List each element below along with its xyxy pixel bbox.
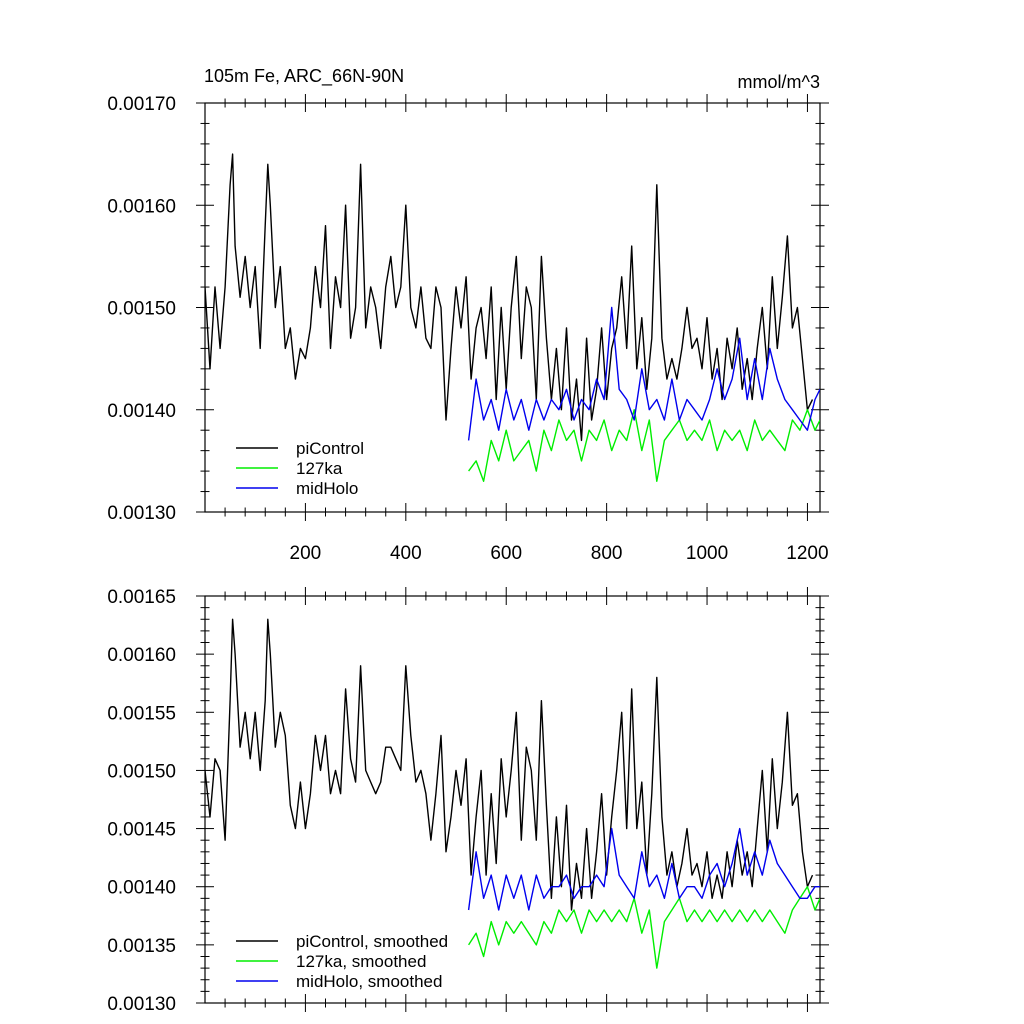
chart-title: 105m Fe, ARC_66N-90N <box>204 66 404 87</box>
x-tick-label: 200 <box>290 543 322 564</box>
x-tick-label: 400 <box>390 543 422 564</box>
units-label: mmol/m^3 <box>738 72 820 92</box>
bottom-panel: 0.00130 0.00135 0.00140 0.00145 0.00150 0.001… <box>107 587 829 1015</box>
y-tick-label: 0.00165 <box>107 587 176 608</box>
series-line-picontrol <box>205 153 814 442</box>
x-tick-label: 800 <box>591 543 623 564</box>
y-tick-label: 0.00140 <box>107 401 176 422</box>
y-tick-label: 0.00170 <box>107 94 176 115</box>
y-tick-label: 0.00145 <box>107 820 176 841</box>
y-tick-label: 0.00160 <box>107 196 176 217</box>
y-tick-label: 0.00140 <box>107 878 176 899</box>
top-panel: 105m Fe, ARC_66N-90N mmol/m^3 200 400 600 8… <box>107 66 829 564</box>
y-tick-label: 0.00130 <box>107 503 176 524</box>
y-tick-label: 0.00135 <box>107 936 176 957</box>
series-line-midholo <box>467 306 820 441</box>
series-line-127ka-smoothed <box>468 886 820 969</box>
y-tick-label: 0.00150 <box>107 299 176 320</box>
series-line-127ka <box>468 409 820 482</box>
y-tick-label: 0.00160 <box>107 645 176 666</box>
y-tick-label: 0.00150 <box>107 761 176 782</box>
x-tick-label: 600 <box>490 543 522 564</box>
plot-frame <box>204 595 821 1004</box>
x-tick-label: 1200 <box>786 543 828 564</box>
legend-label-127ka: 127ka <box>296 459 343 478</box>
series-line-picontrol-smoothed <box>205 618 814 911</box>
series-line-midholo-smoothed <box>467 827 820 911</box>
legend-label-picontrol-smoothed: piControl, smoothed <box>296 932 448 951</box>
legend-label-midholo-smoothed: midHolo, smoothed <box>296 972 442 991</box>
x-tick-label: 1000 <box>686 543 728 564</box>
y-tick-label: 0.00130 <box>107 994 176 1015</box>
legend-label-127ka-smoothed: 127ka, smoothed <box>296 952 426 971</box>
legend-label-picontrol: piControl <box>296 439 364 458</box>
y-tick-label: 0.00155 <box>107 703 176 724</box>
legend-label-midholo: midHolo <box>296 479 358 498</box>
